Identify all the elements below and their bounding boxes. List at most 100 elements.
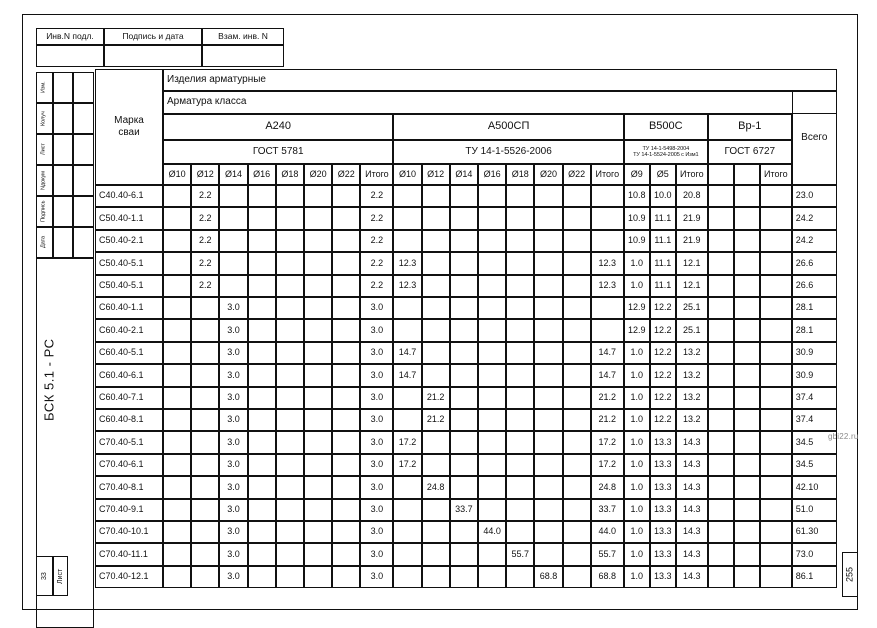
row-1-a500-d20 <box>534 207 563 230</box>
diameter-header-a500-2: Ø14 <box>449 164 478 185</box>
row-13-a240-d20 <box>304 476 333 499</box>
row-13-a240-d18 <box>275 476 304 499</box>
row-13-a240-d16 <box>247 476 276 499</box>
row-2-a500-d10 <box>393 229 422 253</box>
titleblock-blank-vzam-inv <box>202 45 284 67</box>
row-2-vr1-total <box>759 229 792 253</box>
row-0-vr1-c2 <box>733 185 760 208</box>
revision-cell-5-b <box>73 227 94 258</box>
row-17-vr1-c1 <box>707 565 734 589</box>
row-0-a500-d14 <box>449 185 478 208</box>
row-17-a240-d14: 3.0 <box>219 565 248 589</box>
row-1-a500-d16 <box>478 207 507 230</box>
titleblock-blank-signature-date <box>104 45 202 67</box>
row-12-b500-total: 14.3 <box>675 453 708 477</box>
row-5-b500-total: 25.1 <box>675 297 708 320</box>
row-9-vr1-c2 <box>733 386 760 409</box>
row-0-a500-d18 <box>506 185 535 208</box>
row-10-b500-d9: 1.0 <box>623 409 650 432</box>
row-11-a500-d12 <box>421 431 450 454</box>
revision-cell-3-a <box>53 165 73 196</box>
diameter-header-a240-2: Ø14 <box>219 164 248 185</box>
row-11-a500-d10: 17.2 <box>393 431 422 454</box>
row-8-a500-d16 <box>478 364 507 387</box>
row-15-a500-total: 44.0 <box>590 521 624 544</box>
row-14-a500-d18 <box>506 498 535 521</box>
revision-label-4: Подпись <box>36 196 53 227</box>
row-0-a500-d22 <box>562 185 591 208</box>
row-5-a500-d20 <box>534 297 563 320</box>
row-17-a240-d22 <box>332 565 361 589</box>
row-12-a500-total: 17.2 <box>590 453 624 477</box>
row-14-vr1-c1 <box>707 498 734 521</box>
row-11-a240-d12 <box>191 431 220 454</box>
row-4-a500-d12 <box>421 274 450 297</box>
row-14-b500-d9: 1.0 <box>623 498 650 521</box>
row-16-vr1-c2 <box>733 543 760 566</box>
column-header-mark: Марка сваи <box>95 69 163 185</box>
row-9-b500-d9: 1.0 <box>623 386 650 409</box>
row-1-a240-d16 <box>247 207 276 230</box>
row-17-a500-d10 <box>393 565 422 589</box>
row-9-a500-d10 <box>393 386 422 409</box>
sheet-label: Лист <box>53 556 68 596</box>
row-14-a240-d22 <box>332 498 361 521</box>
row-11-b500-total: 14.3 <box>675 431 708 454</box>
row-14-a500-d14: 33.7 <box>449 498 478 521</box>
row-14-a500-d22 <box>562 498 591 521</box>
row-8-a240-d18 <box>275 364 304 387</box>
row-14-a240-d20 <box>304 498 333 521</box>
row-12-a240-d10 <box>163 453 192 477</box>
row-2-a240-d12: 2.2 <box>191 229 220 253</box>
row-16-a240-d12 <box>191 543 220 566</box>
row-3-a500-d18 <box>506 252 535 275</box>
row-0-vr1-c1 <box>707 185 734 208</box>
row-12-vr1-c2 <box>733 453 760 477</box>
row-7-a500-d20 <box>534 341 563 365</box>
row-9-vr1-total <box>759 386 792 409</box>
row-10-a500-d18 <box>506 409 535 432</box>
row-8-a240-d22 <box>332 364 361 387</box>
row-10-a500-d12: 21.2 <box>421 409 450 432</box>
diameter-header-b500-0: Ø9 <box>623 164 650 185</box>
row-10-a500-d16 <box>478 409 507 432</box>
row-11-vr1-total <box>759 431 792 454</box>
row-7-grand-total: 30.9 <box>791 341 837 365</box>
row-4-a500-d22 <box>562 274 591 297</box>
row-4-a240-d18 <box>275 274 304 297</box>
row-16-a500-total: 55.7 <box>590 543 624 566</box>
row-9-a500-d20 <box>534 386 563 409</box>
row-13-a500-d14 <box>449 476 478 499</box>
row-17-b500-d9: 1.0 <box>623 565 650 589</box>
row-0-a240-d22 <box>332 185 361 208</box>
revision-cell-2-a <box>53 134 73 165</box>
subtotal-header-a240: Итого <box>360 164 394 185</box>
row-16-a240-d10 <box>163 543 192 566</box>
row-5-a240-total: 3.0 <box>360 297 394 320</box>
row-8-a240-d20 <box>304 364 333 387</box>
revision-cell-2-b <box>73 134 94 165</box>
row-4-a240-d22 <box>332 274 361 297</box>
row-16-a500-d18: 55.7 <box>506 543 535 566</box>
row-7-a500-d12 <box>421 341 450 365</box>
diameter-header-a240-6: Ø22 <box>332 164 361 185</box>
row-2-a500-total <box>590 229 624 253</box>
row-4-a500-d18 <box>506 274 535 297</box>
row-5-a500-d22 <box>562 297 591 320</box>
row-11-a240-d16 <box>247 431 276 454</box>
row-4-a500-d20 <box>534 274 563 297</box>
row-15-a240-d20 <box>304 521 333 544</box>
row-13-a240-d10 <box>163 476 192 499</box>
row-2-a240-d20 <box>304 229 333 253</box>
row-8-grand-total: 30.9 <box>791 364 837 387</box>
row-10-vr1-c1 <box>707 409 734 432</box>
row-12-b500-d9: 1.0 <box>623 453 650 477</box>
row-1-a500-d18 <box>506 207 535 230</box>
row-11-vr1-c2 <box>733 431 760 454</box>
row-8-vr1-c1 <box>707 364 734 387</box>
row-3-vr1-total <box>759 252 792 275</box>
row-14-b500-d5: 13.3 <box>649 498 676 521</box>
diameter-header-a500-6: Ø22 <box>562 164 591 185</box>
diameter-header-vr1-0 <box>707 164 734 185</box>
row-4-a240-d14 <box>219 274 248 297</box>
